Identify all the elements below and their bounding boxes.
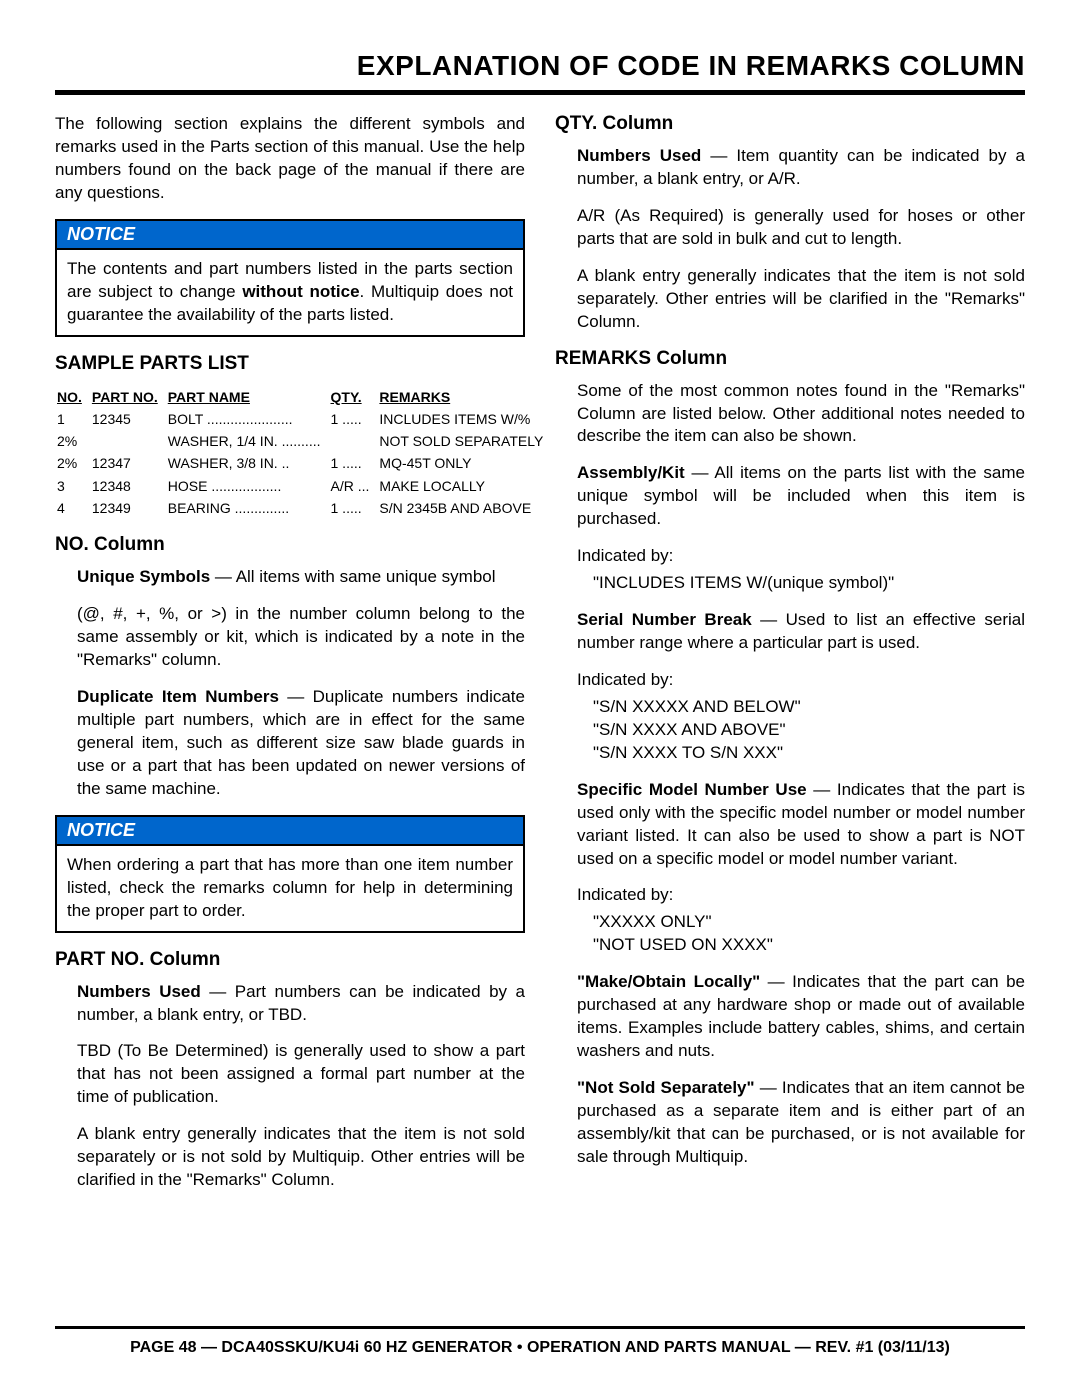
qty-p2: A/R (As Required) is generally used for … [577, 205, 1025, 251]
snb-quotes: "S/N XXXXX AND BELOW" "S/N XXXX AND ABOV… [577, 696, 1025, 765]
qty-column-heading: QTY. Column [555, 113, 1025, 135]
make-locally-para: "Make/Obtain Locally" — Indicates that t… [577, 971, 1025, 1063]
qty-p1: Numbers Used — Item quantity can be indi… [577, 145, 1025, 191]
cell: HOSE .................. [168, 476, 329, 496]
cell: 12349 [92, 498, 166, 518]
make-lead: "Make/Obtain Locally" [577, 972, 760, 991]
cell: BEARING .............. [168, 498, 329, 518]
remarks-intro: Some of the most common notes found in t… [577, 380, 1025, 449]
table-row: 312348HOSE ..................A/R ...MAKE… [57, 476, 551, 496]
cell: INCLUDES ITEMS W/% [379, 409, 551, 429]
partno-p2: TBD (To Be Determined) is generally used… [77, 1040, 525, 1109]
intro-paragraph: The following section explains the diffe… [55, 113, 525, 205]
unique-symbols-p1: Unique Symbols — All items with same uni… [77, 566, 525, 589]
unique-symbols-text: — All items with same unique symbol [210, 567, 495, 586]
cell: 1 ..... [331, 453, 378, 473]
no-column-heading: NO. Column [55, 534, 525, 556]
th-partname: PART NAME [168, 387, 329, 407]
table-row: 2%12347WASHER, 3/8 IN. ..1 .....MQ-45T O… [57, 453, 551, 473]
nss-lead: "Not Sold Separately" [577, 1078, 755, 1097]
snb-q2: "S/N XXXX AND ABOVE" [593, 719, 1025, 742]
smodel-quotes: "XXXXX ONLY" "NOT USED ON XXXX" [577, 911, 1025, 957]
cell [92, 431, 166, 451]
cell: WASHER, 1/4 IN. .......... [168, 431, 329, 451]
assembly-kit-para: Assembly/Kit — All items on the parts li… [577, 462, 1025, 531]
th-partno: PART NO. [92, 387, 166, 407]
notice-body: When ordering a part that has more than … [57, 846, 523, 931]
notice-box-2: NOTICE When ordering a part that has mor… [55, 815, 525, 933]
left-column: The following section explains the diffe… [55, 113, 525, 1206]
sample-parts-heading: SAMPLE PARTS LIST [55, 353, 525, 375]
partno-p3: A blank entry generally indicates that t… [77, 1123, 525, 1192]
cell: 12348 [92, 476, 166, 496]
table-row: 112345BOLT ......................1 .....… [57, 409, 551, 429]
sample-parts-table: NO. PART NO. PART NAME QTY. REMARKS 1123… [55, 385, 553, 521]
cell: MQ-45T ONLY [379, 453, 551, 473]
th-no: NO. [57, 387, 90, 407]
notice-body: The contents and part numbers listed in … [57, 250, 523, 335]
indicated-by: Indicated by: [577, 669, 1025, 692]
cell: A/R ... [331, 476, 378, 496]
right-column: QTY. Column Numbers Used — Item quantity… [555, 113, 1025, 1206]
cell: BOLT ...................... [168, 409, 329, 429]
cell: 12347 [92, 453, 166, 473]
snb-q3: "S/N XXXX TO S/N XXX" [593, 742, 1025, 765]
cell: S/N 2345B AND ABOVE [379, 498, 551, 518]
cell: 1 [57, 409, 90, 429]
smodel-lead: Specific Model Number Use [577, 780, 807, 799]
asm-quote: "INCLUDES ITEMS W/(unique symbol)" [577, 572, 1025, 595]
cell: WASHER, 3/8 IN. .. [168, 453, 329, 473]
cell: 3 [57, 476, 90, 496]
qty-p1-lead: Numbers Used [577, 146, 701, 165]
cell: 4 [57, 498, 90, 518]
unique-symbols-p2: (@, #, +, %, or >) in the number column … [77, 603, 525, 672]
page-footer: PAGE 48 — DCA40SSKU/KU4i 60 HZ GENERATOR… [55, 1326, 1025, 1357]
cell: 2% [57, 431, 90, 451]
smodel-q2: "NOT USED ON XXXX" [593, 934, 1025, 957]
th-remarks: REMARKS [379, 387, 551, 407]
not-sold-sep-para: "Not Sold Separately" — Indicates that a… [577, 1077, 1025, 1169]
cell [331, 431, 378, 451]
notice-box-1: NOTICE The contents and part numbers lis… [55, 219, 525, 337]
table-row: 412349BEARING ..............1 .....S/N 2… [57, 498, 551, 518]
notice-label: NOTICE [57, 221, 523, 250]
content-columns: The following section explains the diffe… [55, 113, 1025, 1206]
cell: 1 ..... [331, 498, 378, 518]
duplicate-numbers-para: Duplicate Item Numbers — Duplicate numbe… [77, 686, 525, 801]
unique-symbols-lead: Unique Symbols [77, 567, 210, 586]
smodel-q1: "XXXXX ONLY" [593, 911, 1025, 934]
page-title: EXPLANATION OF CODE IN REMARKS COLUMN [55, 50, 1025, 95]
cell: 12345 [92, 409, 166, 429]
notice-text-bold: without notice [242, 282, 359, 301]
snb-q1: "S/N XXXXX AND BELOW" [593, 696, 1025, 719]
cell: MAKE LOCALLY [379, 476, 551, 496]
serial-break-para: Serial Number Break — Used to list an ef… [577, 609, 1025, 655]
partno-p1-lead: Numbers Used [77, 982, 201, 1001]
cell: 2% [57, 453, 90, 473]
table-row: 2% WASHER, 1/4 IN. .......... NOT SOLD SEP… [57, 431, 551, 451]
notice-label: NOTICE [57, 817, 523, 846]
asm-lead: Assembly/Kit [577, 463, 685, 482]
specific-model-para: Specific Model Number Use — Indicates th… [577, 779, 1025, 871]
duplicate-lead: Duplicate Item Numbers [77, 687, 279, 706]
partno-column-heading: PART NO. Column [55, 949, 525, 971]
partno-p1: Numbers Used — Part numbers can be indic… [77, 981, 525, 1027]
table-header-row: NO. PART NO. PART NAME QTY. REMARKS [57, 387, 551, 407]
cell: 1 ..... [331, 409, 378, 429]
th-qty: QTY. [331, 387, 378, 407]
remarks-column-heading: REMARKS Column [555, 348, 1025, 370]
snb-lead: Serial Number Break [577, 610, 752, 629]
indicated-by: Indicated by: [577, 545, 1025, 568]
qty-p3: A blank entry generally indicates that t… [577, 265, 1025, 334]
cell: NOT SOLD SEPARATELY [379, 431, 551, 451]
indicated-by: Indicated by: [577, 884, 1025, 907]
